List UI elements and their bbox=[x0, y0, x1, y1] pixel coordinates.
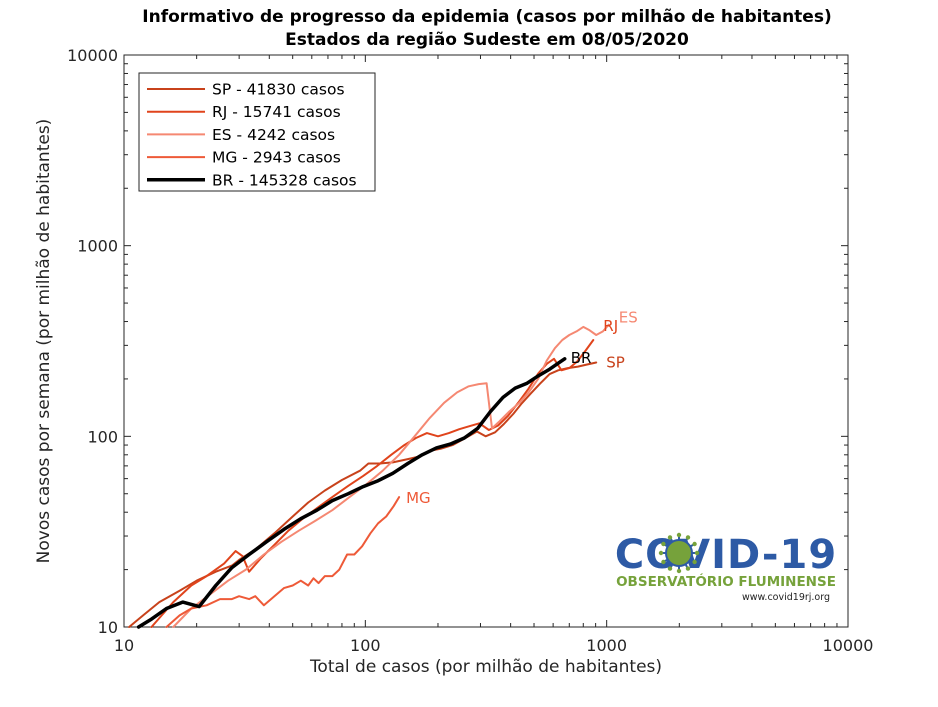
covid-logo: COVID-19 OBSERVATÓRIO FLUMINENSE www.cov… bbox=[615, 532, 837, 603]
legend-entry-rj: RJ - 15741 casos bbox=[212, 103, 341, 121]
tick-labels: 10 100 1000 10000 10 100 1000 10000 bbox=[67, 46, 873, 655]
y-tick-label: 10 bbox=[98, 618, 118, 637]
legend: SP - 41830 casos RJ - 15741 casos ES - 424… bbox=[138, 72, 376, 192]
series-end-label-es: ES bbox=[619, 309, 638, 327]
logo-title: COVID-19 bbox=[615, 532, 837, 578]
legend-entry-br: BR - 145328 casos bbox=[212, 171, 357, 189]
legend-entry-sp: SP - 41830 casos bbox=[212, 81, 345, 99]
x-tick-label: 10 bbox=[114, 636, 134, 655]
logo-url: www.covid19rj.org bbox=[742, 592, 830, 603]
x-tick-label: 10000 bbox=[823, 636, 874, 655]
y-tick-label: 10000 bbox=[67, 46, 118, 65]
series-end-label-rj: RJ bbox=[603, 317, 618, 335]
chart-subtitle: Estados da região Sudeste em 08/05/2020 bbox=[285, 30, 689, 50]
legend-entry-es: ES - 4242 casos bbox=[212, 126, 335, 144]
legend-entry-mg: MG - 2943 casos bbox=[212, 149, 341, 167]
legend-items: SP - 41830 casos RJ - 15741 casos ES - 424… bbox=[147, 81, 357, 189]
series-end-label-sp: SP bbox=[606, 353, 625, 371]
legend-box bbox=[138, 72, 376, 192]
y-axis-label: Novos casos por semana (por milhão de ha… bbox=[34, 119, 54, 564]
x-tick-label: 1000 bbox=[586, 636, 627, 655]
virus-icon bbox=[658, 532, 700, 574]
x-axis-label: Total de casos (por milhão de habitantes… bbox=[309, 657, 662, 677]
series-line-mg bbox=[165, 496, 401, 628]
axis-ticks bbox=[123, 55, 848, 628]
logo-subtitle: OBSERVATÓRIO FLUMINENSE bbox=[616, 572, 836, 590]
chart-title: Informativo de progresso da epidemia (ca… bbox=[142, 7, 831, 27]
y-tick-label: 1000 bbox=[77, 237, 118, 256]
series-line-br bbox=[136, 357, 567, 629]
end-labels: SP RJ ES MG BR bbox=[406, 309, 638, 507]
series-layer bbox=[128, 323, 610, 629]
series-end-label-mg: MG bbox=[406, 489, 431, 507]
series-line-es bbox=[172, 323, 610, 628]
x-tick-label: 100 bbox=[350, 636, 381, 655]
y-tick-label: 100 bbox=[87, 427, 118, 446]
series-end-label-br: BR bbox=[571, 349, 592, 367]
